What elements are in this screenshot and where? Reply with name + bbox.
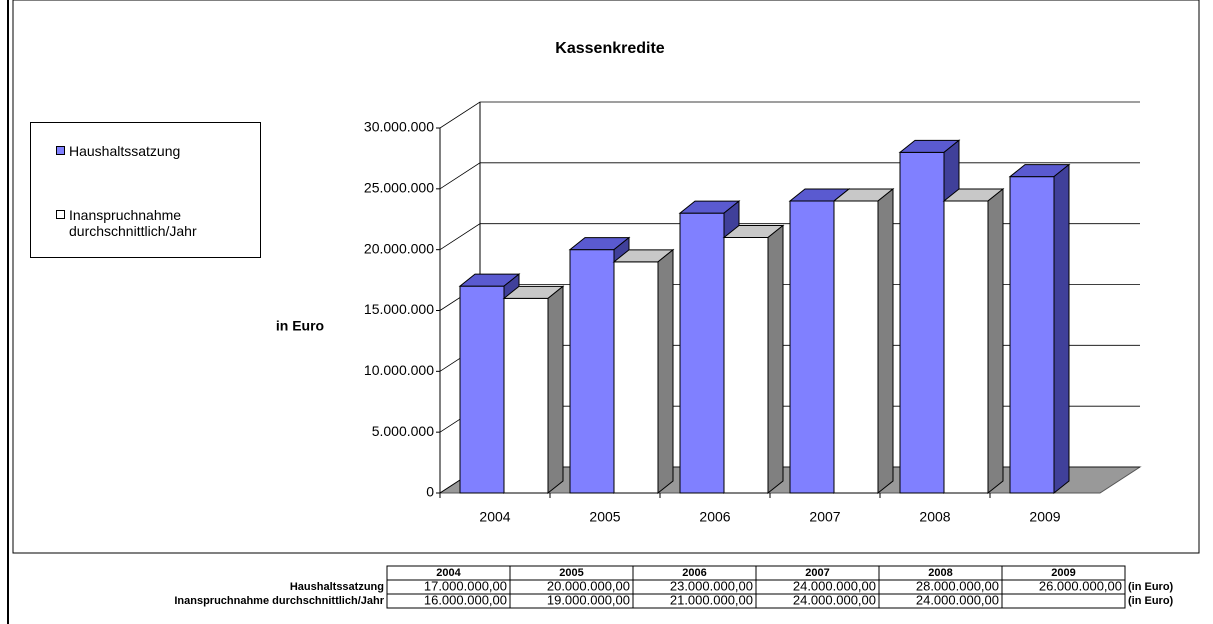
bar — [942, 187, 1005, 495]
y-tick-label: 5.000.000 — [372, 423, 434, 439]
table-header: 2008 — [928, 567, 952, 579]
bar-front — [459, 285, 505, 494]
bar-front — [899, 151, 945, 494]
table-value: 24.000.000,00 — [916, 592, 999, 607]
bar — [502, 285, 565, 495]
y-tick-label: 25.000.000 — [364, 180, 434, 196]
table-value: 28.000.000,00 — [916, 578, 999, 593]
table-value: 23.000.000,00 — [670, 578, 753, 593]
legend-label: Inanspruchnahme durchschnittlich/Jahr — [69, 207, 197, 239]
legend-entry: Inanspruchnahme durchschnittlich/Jahr — [56, 207, 239, 239]
table-header: 2004 — [436, 567, 461, 579]
bar-front — [503, 297, 549, 494]
y-tick-label: 0 — [426, 484, 434, 500]
x-tick-label: 2009 — [1029, 509, 1060, 525]
x-tick-label: 2005 — [589, 509, 620, 525]
bar-side — [657, 248, 674, 495]
legend-swatch — [56, 210, 65, 219]
bar-side — [877, 187, 894, 495]
legend-swatch — [56, 146, 65, 155]
bar-front — [1009, 176, 1055, 494]
bar-front — [833, 200, 879, 494]
bar — [722, 224, 785, 495]
bar-front — [569, 249, 615, 494]
table-header: 2006 — [682, 567, 706, 579]
x-tick-label: 2004 — [479, 509, 510, 525]
table-header: 2005 — [559, 567, 583, 579]
legend-label: Haushaltssatzung — [69, 143, 181, 159]
table-value: 16.000.000,00 — [424, 592, 507, 607]
chart-frame — [12, 0, 1200, 554]
legend: Haushaltssatzung Inanspruchnahme durchsch… — [30, 122, 261, 258]
legend-entry: Haushaltssatzung — [56, 143, 239, 159]
table-value: 21.000.000,00 — [670, 592, 753, 607]
y-axis-label: in Euro — [276, 318, 324, 334]
table-value: 19.000.000,00 — [547, 592, 630, 607]
bar-front — [723, 237, 769, 494]
table-value: 17.000.000,00 — [424, 578, 507, 593]
bar — [832, 187, 895, 495]
bar-side — [987, 187, 1004, 495]
bar-side — [1053, 163, 1070, 495]
bar — [1008, 163, 1071, 495]
table-header: 2009 — [1051, 567, 1075, 579]
bar-side — [767, 224, 784, 495]
table-unit: (in Euro) — [1128, 595, 1174, 607]
x-tick-label: 2006 — [699, 509, 730, 525]
y-tick-label: 20.000.000 — [364, 240, 434, 256]
bar — [612, 248, 675, 495]
table-value: 26.000.000,00 — [1039, 578, 1122, 593]
grid-line — [439, 101, 1140, 129]
table-value: 20.000.000,00 — [547, 578, 630, 593]
table-row-label: Inanspruchnahme durchschnittlich/Jahr — [174, 595, 384, 607]
bar-front — [943, 200, 989, 494]
bar-front — [789, 200, 835, 494]
table-value: 24.000.000,00 — [793, 592, 876, 607]
table-unit: (in Euro) — [1128, 581, 1174, 593]
y-tick-label: 30.000.000 — [364, 119, 434, 135]
table-cell — [1001, 593, 1126, 609]
chart-title: Kassenkredite — [555, 40, 664, 57]
table-value: 24.000.000,00 — [793, 578, 876, 593]
bar-front — [679, 212, 725, 494]
table-header: 2007 — [805, 567, 829, 579]
bar-front — [613, 261, 659, 494]
x-tick-label: 2007 — [809, 509, 840, 525]
y-tick-label: 15.000.000 — [364, 301, 434, 317]
table-row-label: Haushaltssatzung — [290, 581, 384, 593]
bar-side — [547, 285, 564, 495]
y-tick-label: 10.000.000 — [364, 362, 434, 378]
x-tick-label: 2008 — [919, 509, 950, 525]
